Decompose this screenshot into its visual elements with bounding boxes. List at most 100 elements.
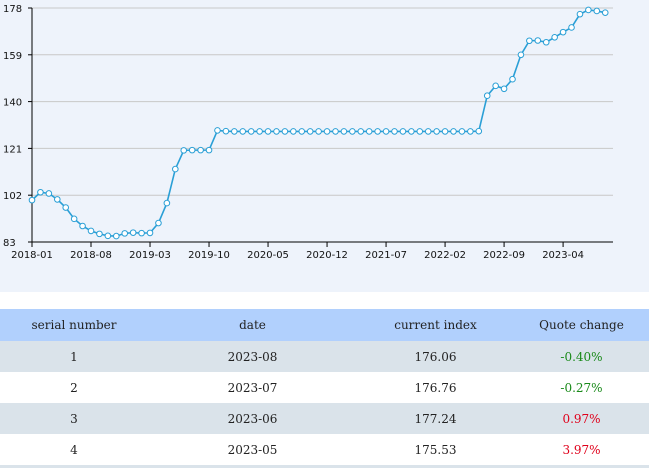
data-point	[433, 128, 440, 135]
data-point	[96, 230, 103, 238]
data-point	[365, 128, 373, 135]
data-point	[467, 128, 474, 135]
data-point	[87, 227, 95, 235]
table-row[interactable]: 4 2023-05 175.53 3.97%	[0, 434, 649, 465]
cell-current-index: 175.53	[414, 442, 457, 457]
data-point	[37, 188, 44, 196]
data-point	[399, 128, 407, 135]
data-point	[247, 128, 255, 135]
data-point	[188, 146, 196, 154]
x-tick-label: 2022-02	[424, 250, 466, 261]
data-point	[113, 232, 120, 240]
x-tick-label: 2020-05	[247, 250, 289, 261]
table-row[interactable]: 1 2023-08 176.06 -0.40%	[0, 341, 649, 372]
x-tick-label: 2020-12	[306, 250, 348, 261]
cell-current-index: 177.24	[414, 411, 457, 426]
x-tick-label: 2021-07	[365, 250, 407, 261]
data-point	[601, 9, 609, 16]
x-tick-label: 2019-10	[188, 250, 230, 261]
data-point	[534, 37, 542, 44]
data-point	[62, 204, 70, 211]
cell-current-index: 176.76	[414, 380, 457, 395]
data-point	[340, 128, 348, 135]
data-point	[441, 128, 449, 135]
data-point	[121, 230, 129, 237]
data-point	[593, 7, 601, 15]
data-point	[585, 6, 592, 14]
data-point	[315, 128, 322, 135]
header-current-index[interactable]: current index	[394, 318, 477, 332]
cell-serial-number: 1	[70, 349, 78, 364]
y-tick-label: 159	[3, 51, 22, 62]
data-point	[576, 10, 584, 18]
price-index-chart: 83 102 121 140 159 178 2018-01 2018-08 2019-03 20…	[0, 0, 649, 292]
x-tick-label: 2023-04	[542, 250, 584, 261]
data-point	[492, 82, 499, 90]
data-point	[306, 128, 314, 135]
data-point	[526, 37, 533, 45]
data-point	[214, 127, 221, 134]
header-serial-number[interactable]: serial number	[31, 318, 117, 332]
table-row[interactable]: 2 2023-07 176.76 -0.27%	[0, 372, 649, 403]
data-point	[542, 38, 550, 46]
cell-quote-change: -0.40%	[560, 349, 603, 364]
data-point	[500, 85, 508, 93]
x-tick-label: 2019-03	[129, 250, 171, 261]
data-point	[458, 128, 466, 135]
data-point	[28, 196, 36, 204]
cell-current-index: 176.06	[414, 349, 457, 364]
data-point	[424, 128, 432, 135]
header-quote-change[interactable]: Quote change	[539, 318, 624, 332]
y-tick-label: 121	[3, 144, 22, 155]
data-point	[517, 51, 525, 59]
price-index-table: serial number date current index Quote c…	[0, 309, 649, 465]
data-point	[70, 215, 78, 223]
data-point	[273, 128, 280, 135]
data-point	[129, 229, 137, 236]
data-point	[349, 128, 356, 135]
data-point	[231, 128, 238, 135]
data-point	[104, 232, 112, 240]
data-point	[450, 128, 457, 135]
table-bottom-edge	[0, 465, 649, 468]
data-point	[180, 147, 188, 154]
cell-date: 2023-06	[227, 411, 278, 426]
data-point	[163, 199, 171, 207]
data-point	[298, 128, 306, 135]
cell-serial-number: 3	[70, 411, 78, 426]
data-point	[391, 128, 398, 135]
data-point	[146, 229, 154, 237]
y-tick-label: 102	[3, 191, 22, 202]
data-point	[374, 128, 381, 135]
cell-date: 2023-05	[227, 442, 278, 457]
cell-quote-change: 3.97%	[562, 442, 601, 457]
series-line	[31, 9, 606, 237]
x-tick-label: 2022-09	[483, 250, 525, 261]
data-point	[483, 92, 491, 99]
header-date[interactable]: date	[239, 318, 266, 332]
data-point	[239, 128, 247, 135]
data-point	[205, 146, 213, 154]
data-point	[281, 128, 289, 135]
cell-date: 2023-07	[227, 380, 278, 395]
cell-serial-number: 2	[70, 380, 78, 395]
data-point	[53, 196, 61, 203]
data-point	[197, 146, 204, 154]
table-row[interactable]: 3 2023-06 177.24 0.97%	[0, 403, 649, 434]
data-point	[509, 75, 516, 83]
data-point	[559, 28, 567, 36]
data-point	[172, 165, 179, 173]
data-point	[264, 128, 272, 135]
data-point	[79, 222, 86, 230]
data-point	[138, 229, 145, 237]
data-point	[323, 128, 331, 135]
data-point	[357, 128, 365, 135]
data-point	[155, 219, 162, 227]
x-tick-label: 2018-08	[70, 250, 112, 261]
data-point	[290, 128, 297, 135]
data-point	[382, 128, 390, 135]
cell-serial-number: 4	[70, 442, 78, 457]
data-point	[568, 24, 575, 31]
y-tick-label: 140	[3, 98, 22, 109]
data-point	[551, 34, 558, 41]
